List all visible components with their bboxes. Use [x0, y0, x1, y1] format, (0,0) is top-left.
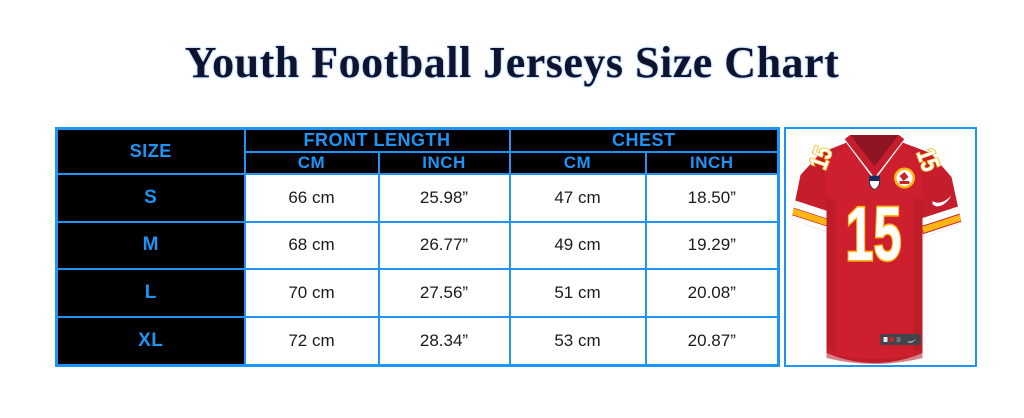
- table-row-s: S 66 cm 25.98” 47 cm 18.50”: [55, 173, 780, 223]
- jersey-image: 15 15 15: [791, 134, 962, 364]
- unit-header-chest-inch: INCH: [644, 151, 780, 175]
- header-group-row: SIZE FRONT LENGTH CHEST: [55, 127, 780, 175]
- jock-tag: [880, 334, 921, 345]
- unit-header-chest-cm: CM: [508, 151, 647, 175]
- table-row-xl: XL 72 cm 28.34” 53 cm 20.87”: [55, 315, 780, 367]
- cell-l-front-cm: 70 cm: [243, 268, 380, 318]
- jersey-torso: [826, 141, 923, 363]
- size-label-xl: XL: [55, 315, 246, 367]
- header-unit-row: CM INCH CM INCH: [57, 151, 780, 175]
- col-header-chest: CHEST: [508, 127, 780, 153]
- jersey-chest-number: 15: [846, 192, 902, 277]
- cell-l-chest-cm: 51 cm: [508, 268, 647, 318]
- size-label-l: L: [55, 268, 246, 318]
- size-label-s: S: [55, 173, 246, 223]
- size-label-m: M: [55, 220, 246, 271]
- cell-s-chest-cm: 47 cm: [508, 173, 647, 223]
- right-mesh-panel: [913, 199, 923, 351]
- cell-s-front-inch: 25.98”: [377, 173, 511, 223]
- cell-l-front-inch: 27.56”: [377, 268, 511, 318]
- col-header-size: SIZE: [55, 127, 246, 175]
- nfl-shield-icon: [869, 175, 880, 190]
- cell-xl-chest-inch: 20.87”: [644, 315, 780, 367]
- unit-header-front-inch: INCH: [377, 151, 511, 175]
- cell-l-chest-inch: 20.08”: [644, 268, 780, 318]
- cell-xl-front-inch: 28.34”: [377, 315, 511, 367]
- table-row-m: M 68 cm 26.77” 49 cm 19.29”: [55, 220, 780, 271]
- cell-m-chest-cm: 49 cm: [508, 220, 647, 271]
- cell-xl-front-cm: 72 cm: [243, 315, 380, 367]
- hem-shading: [826, 353, 923, 364]
- cell-m-chest-inch: 19.29”: [644, 220, 780, 271]
- cell-s-chest-inch: 18.50”: [644, 173, 780, 223]
- cell-s-front-cm: 66 cm: [243, 173, 380, 223]
- page-title: Youth Football Jerseys Size Chart: [184, 38, 840, 87]
- team-patch-icon: [894, 167, 916, 189]
- left-mesh-panel: [826, 199, 836, 351]
- table-row-l: L 70 cm 27.56” 51 cm 20.08”: [55, 268, 780, 318]
- cell-m-front-inch: 26.77”: [377, 220, 511, 271]
- content-area: SIZE FRONT LENGTH CHEST CM INCH CM INCH …: [55, 127, 978, 367]
- cell-m-front-cm: 68 cm: [243, 220, 380, 271]
- unit-header-front-cm: CM: [243, 151, 380, 175]
- jersey-image-cell: 15 15 15: [784, 127, 978, 367]
- nike-swoosh-icon: [932, 195, 952, 207]
- cell-xl-chest-cm: 53 cm: [508, 315, 647, 367]
- col-header-front-length: FRONT LENGTH: [243, 127, 511, 153]
- size-table: SIZE FRONT LENGTH CHEST CM INCH CM INCH …: [55, 127, 781, 367]
